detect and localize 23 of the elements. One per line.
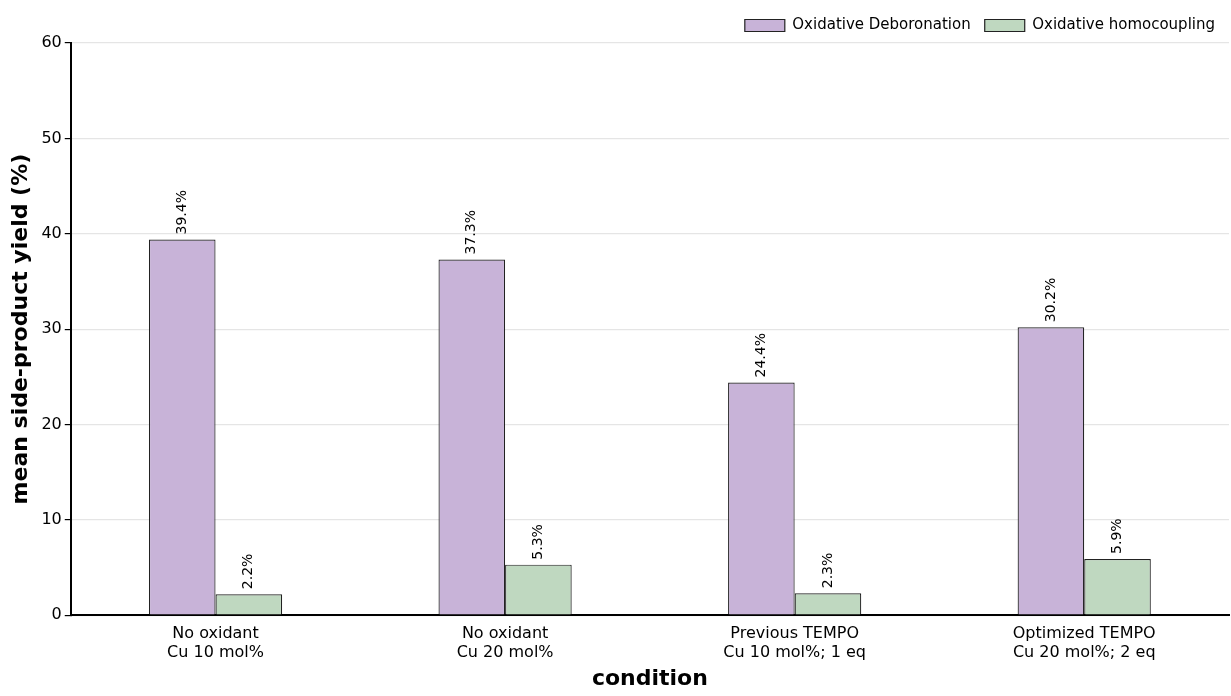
y-tick-label: 10 [41, 508, 62, 528]
data-label: 30.2% [1041, 277, 1058, 323]
data-label: 24.4% [752, 333, 768, 378]
legend-label: Oxidative Deboronation [792, 15, 971, 34]
legend-label: Oxidative homocoupling [1032, 15, 1216, 34]
y-axis-title: mean side-product yield (%) [6, 153, 32, 505]
data-label: 39.4% [172, 189, 189, 235]
y-tick-label: 30 [41, 318, 62, 338]
data-label: 37.3% [462, 210, 479, 255]
y-tick-label: 60 [41, 32, 62, 52]
y-tick-label: 0 [51, 604, 62, 624]
y-tick-label: 40 [41, 222, 62, 242]
x-tick-label: Optimized TEMPO Cu 20 mol%; 2 eq [1012, 622, 1156, 662]
data-label: 5.3% [529, 524, 546, 560]
x-tick-label: No oxidant Cu 20 mol% [456, 622, 554, 662]
data-label: 2.3% [818, 552, 835, 589]
y-tick-label: 50 [41, 127, 62, 147]
data-label: 5.9% [1108, 518, 1125, 554]
x-tick-label: Previous TEMPO Cu 10 mol%; 1 eq [723, 622, 866, 662]
y-tick-label: 20 [41, 413, 62, 433]
data-label: 2.2% [239, 553, 256, 590]
x-axis-title: condition [591, 664, 708, 690]
x-tick-label: No oxidant Cu 10 mol% [167, 622, 264, 662]
